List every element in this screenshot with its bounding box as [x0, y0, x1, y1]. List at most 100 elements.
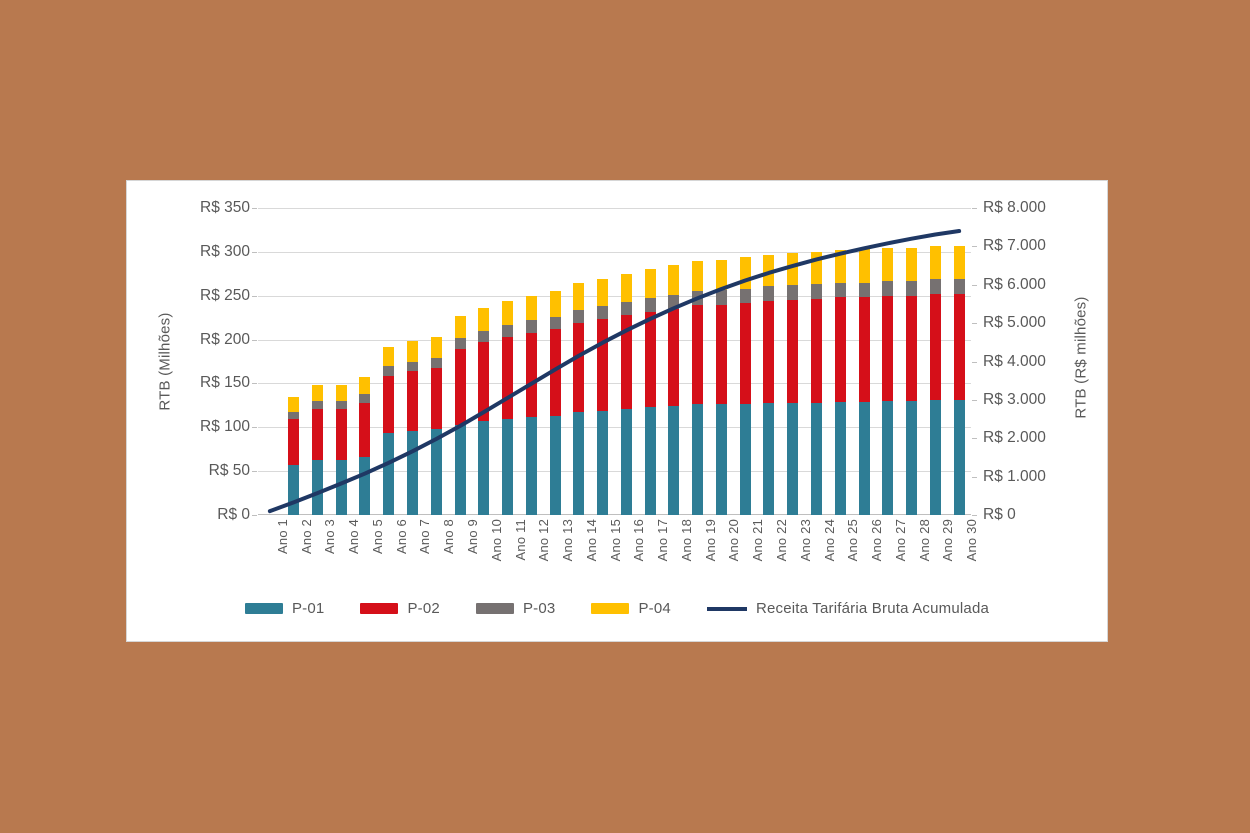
chart-panel: RTB (Milhões) RTB (R$ milhões) R$ 0 R$ 50… [126, 180, 1108, 642]
x-axis-tick-label: Ano 22 [773, 519, 789, 562]
bar-segment-p-03 [834, 282, 846, 298]
bar-segment-p-02 [335, 408, 347, 460]
x-axis-labels: Ano 1 Ano 2 Ano 3 Ano 4 Ano 5 Ano 6 Ano 7 Ano 8… [258, 519, 979, 579]
y-axis-left-tickmark [252, 383, 257, 385]
x-axis-tick-label: Ano 26 [869, 519, 885, 562]
bar-segment-p-03 [288, 411, 300, 419]
x-axis-tick-label: Ano 5 [369, 519, 385, 554]
y-axis-right-tickmark [972, 515, 977, 516]
bar-segment-p-04 [715, 259, 727, 291]
bar-segment-p-02 [430, 367, 442, 430]
x-axis-tick-label: Ano 24 [821, 519, 837, 562]
bar-stack [335, 385, 347, 515]
bar-segment-p-01 [858, 401, 870, 515]
x-axis-tick-label: Ano 15 [607, 519, 623, 562]
bar-segment-p-02 [644, 311, 656, 408]
x-axis-tick-label: Ano 8 [441, 519, 457, 554]
y-axis-right-tick-label: R$ 0 [983, 506, 1016, 523]
x-axis-tick-label: Ano 14 [583, 519, 599, 562]
bar-segment-p-04 [620, 273, 632, 302]
y-axis-right-tickmark [972, 208, 977, 209]
bar-segment-p-04 [454, 315, 466, 338]
bar-segment-p-04 [929, 245, 941, 280]
legend-label: Receita Tarifária Bruta Acumulada [755, 600, 990, 617]
bar-segment-p-02 [668, 308, 680, 407]
bar-segment-p-01 [692, 404, 704, 515]
y-axis-right-tickmark [972, 284, 977, 286]
bar-segment-p-04 [525, 295, 537, 321]
legend-swatch-bar [360, 603, 399, 614]
x-axis-tick-label: Ano 19 [702, 519, 718, 562]
legend-item[interactable]: P-03 [475, 600, 556, 617]
y-axis-right-tick-label: R$ 1.000 [983, 467, 1046, 485]
bar-segment-p-04 [335, 385, 347, 401]
legend-item[interactable]: P-04 [591, 600, 671, 617]
bar-segment-p-01 [763, 402, 775, 515]
x-axis-tick-label: Ano 7 [417, 519, 433, 554]
y-axis-right-tickmark [972, 323, 977, 325]
bar-segment-p-01 [834, 401, 846, 515]
legend-label: P-01 [291, 600, 325, 617]
bar-stack [430, 336, 442, 515]
bar-segment-p-03 [311, 401, 323, 409]
x-axis-tick-label: Ano 23 [797, 519, 813, 562]
bar-stack [288, 396, 300, 515]
bar-segment-p-01 [549, 415, 561, 515]
legend-item[interactable]: P-02 [360, 600, 440, 617]
bar-segment-p-02 [906, 295, 918, 401]
legend-item[interactable]: Receita Tarifária Bruta Acumulada [706, 600, 990, 617]
bar-segment-p-04 [311, 385, 323, 401]
bar-segment-p-04 [834, 250, 846, 283]
bar-segment-p-02 [882, 295, 894, 401]
bar-stack [763, 254, 775, 515]
bar-segment-p-02 [692, 305, 704, 405]
bar-segment-p-02 [811, 299, 823, 403]
bar-segment-p-04 [953, 245, 965, 280]
bar-segment-p-02 [929, 293, 941, 401]
bar-stack [739, 257, 751, 515]
bar-segment-p-03 [525, 320, 537, 333]
y-axis-right-tickmark [972, 399, 977, 401]
bar-segment-p-04 [573, 283, 585, 310]
y-axis-right-tick-label: R$ 5.000 [983, 314, 1046, 332]
x-axis-tick-label: Ano 30 [964, 519, 980, 562]
x-axis-tick-label: Ano 13 [560, 519, 576, 562]
bar-segment-p-03 [549, 316, 561, 330]
bar-stack [597, 279, 609, 515]
bar-segment-p-04 [359, 377, 371, 394]
bar-segment-p-02 [620, 315, 632, 409]
y-axis-right-tickmark [972, 438, 977, 440]
bar-stack [811, 251, 823, 515]
bar-stack [882, 247, 894, 515]
plot-area: R$ 0 R$ 50 R$ 100 R$ 150 R$ 200 R$ 250 R$ 300 R… [200, 200, 1046, 522]
y-axis-left-tickmark [252, 208, 257, 209]
bar-segment-p-03 [715, 290, 727, 305]
x-axis-tick-label: Ano 18 [678, 519, 694, 562]
x-axis-tick-label: Ano 4 [346, 519, 362, 554]
legend-label: P-03 [522, 600, 556, 617]
bar-segment-p-01 [525, 416, 537, 515]
bar-segment-p-03 [858, 282, 870, 298]
bar-segment-p-02 [383, 375, 395, 433]
chart-legend: P-01 P-02 P-03 P-04 Receita Tarifária Bruta … [127, 600, 1107, 617]
y-axis-right-tickmark [972, 476, 977, 478]
x-axis-tick-label: Ano 29 [940, 519, 956, 562]
bar-segment-p-01 [573, 412, 585, 515]
bar-stack [573, 283, 585, 515]
bar-segment-p-02 [739, 302, 751, 404]
bar-stack [644, 268, 656, 515]
x-axis-tick-label: Ano 17 [655, 519, 671, 562]
legend-item[interactable]: P-01 [244, 600, 325, 617]
x-axis-tick-label: Ano 12 [536, 519, 552, 562]
y-axis-right-tick-label: R$ 3.000 [983, 390, 1046, 408]
bar-stack [858, 249, 870, 515]
legend-swatch-bar [591, 603, 630, 614]
bar-segment-p-04 [406, 341, 418, 362]
bar-segment-p-04 [502, 301, 514, 325]
y-axis-left-tickmark [252, 339, 257, 341]
bar-segment-p-04 [644, 268, 656, 298]
bar-segment-p-01 [383, 432, 395, 515]
bar-segment-p-02 [953, 293, 965, 401]
bar-segment-p-03 [644, 297, 656, 312]
